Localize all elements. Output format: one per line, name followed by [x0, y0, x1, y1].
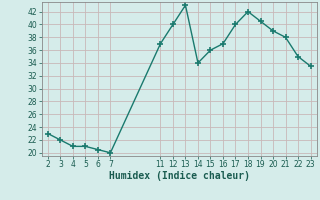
X-axis label: Humidex (Indice chaleur): Humidex (Indice chaleur): [109, 171, 250, 181]
